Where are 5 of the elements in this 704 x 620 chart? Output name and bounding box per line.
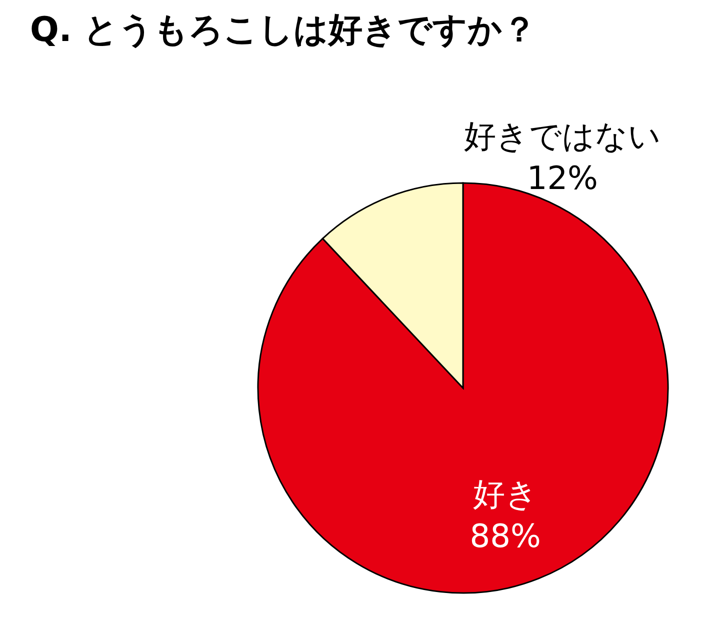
slice-label: 好き xyxy=(472,474,538,513)
slice-label: 好きではない xyxy=(464,116,661,155)
data-label: 88% xyxy=(470,516,541,555)
chart-title: Q. とうもろこしは好きですか？ xyxy=(30,10,537,50)
data-label: 12% xyxy=(526,158,598,197)
